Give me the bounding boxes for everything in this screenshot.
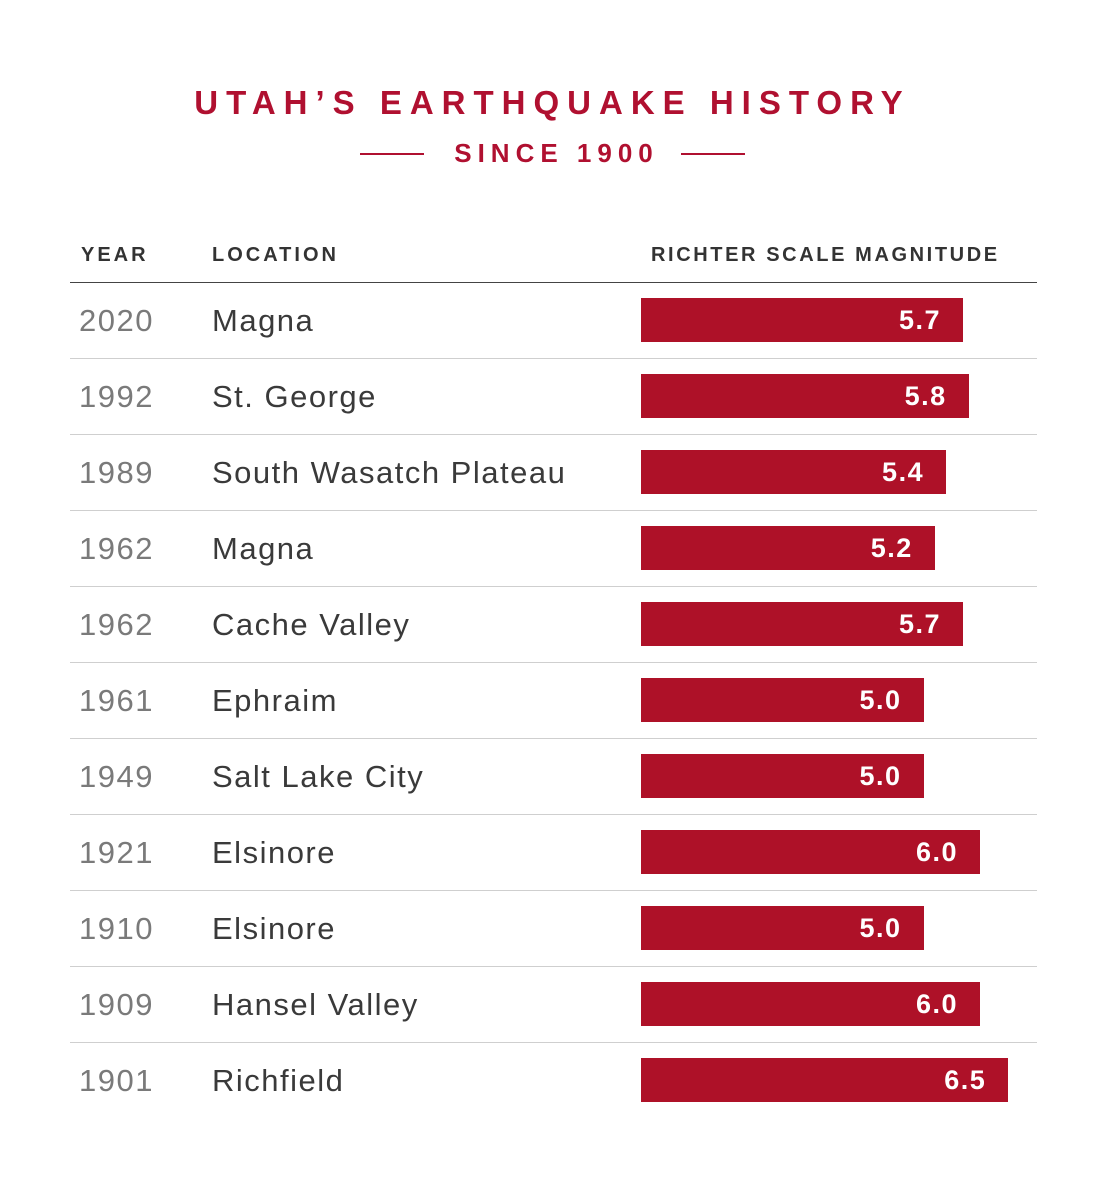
table-row: 1910 Elsinore 5.0: [70, 891, 1037, 967]
chart-title: UTAH’S EARTHQUAKE HISTORY: [194, 84, 911, 121]
magnitude-data-label: 5.0: [859, 761, 902, 791]
magnitude-data-label: 6.0: [915, 837, 958, 867]
magnitude-bar: 5.2: [641, 526, 935, 570]
magnitude-bar: 5.0: [641, 906, 924, 950]
year-cell: 1962: [79, 607, 154, 642]
location-cell: Magna: [212, 531, 315, 566]
year-cell: 1961: [79, 683, 154, 718]
location-cell: St. George: [212, 379, 377, 414]
magnitude-bar: 6.5: [641, 1058, 1009, 1102]
magnitude-bar: 5.7: [641, 602, 964, 646]
magnitude-bar: 5.7: [641, 298, 964, 342]
location-cell: Ephraim: [212, 683, 338, 718]
location-cell: Salt Lake City: [212, 759, 425, 794]
subtitle-rule-left: [360, 152, 425, 155]
year-cell: 1909: [79, 987, 154, 1022]
magnitude-data-label: 5.8: [904, 381, 947, 411]
magnitude-data-label: 5.4: [882, 457, 925, 487]
table-row: 1992 St. George 5.8: [70, 359, 1037, 435]
year-cell: 1989: [79, 455, 154, 490]
location-cell: Cache Valley: [212, 607, 411, 642]
year-cell: 1921: [79, 835, 154, 870]
magnitude-bar: 5.0: [641, 678, 924, 722]
table-row: 1962 Magna 5.2: [70, 511, 1037, 587]
table-row: 1989 South Wasatch Plateau 5.4: [70, 435, 1037, 511]
location-cell: South Wasatch Plateau: [212, 455, 567, 490]
magnitude-bar: 5.8: [641, 374, 969, 418]
magnitude-data-label: 5.7: [899, 305, 942, 335]
table-row: 1961 Ephraim 5.0: [70, 663, 1037, 739]
location-cell: Elsinore: [212, 835, 336, 870]
location-cell: Magna: [212, 303, 315, 338]
year-cell: 1910: [79, 911, 154, 946]
subtitle-row: SINCE 1900: [0, 138, 1105, 169]
magnitude-data-label: 5.0: [859, 913, 902, 943]
year-cell: 1901: [79, 1063, 154, 1098]
magnitude-data-label: 6.5: [944, 1065, 987, 1095]
magnitude-column-header: RICHTER SCALE MAGNITUDE: [651, 244, 1000, 266]
earthquake-rows: 2020 Magna 5.7 1992 St. George 5.8 1989 South W…: [70, 283, 1037, 1119]
table-row: 2020 Magna 5.7: [70, 283, 1037, 359]
magnitude-bar: 6.0: [641, 830, 980, 874]
magnitude-bar: 6.0: [641, 982, 980, 1026]
magnitude-data-label: 5.7: [899, 609, 942, 639]
year-cell: 1962: [79, 531, 154, 566]
chart-subtitle: SINCE 1900: [454, 138, 659, 168]
magnitude-data-label: 6.0: [915, 989, 958, 1019]
location-cell: Hansel Valley: [212, 987, 419, 1022]
magnitude-bar: 5.4: [641, 450, 947, 494]
table-row: 1901 Richfield 6.5: [70, 1043, 1037, 1119]
location-cell: Elsinore: [212, 911, 336, 946]
table-row: 1909 Hansel Valley 6.0: [70, 967, 1037, 1043]
magnitude-data-label: 5.0: [859, 685, 902, 715]
year-column-header: YEAR: [81, 244, 149, 266]
subtitle-rule-right: [680, 152, 745, 155]
magnitude-data-label: 5.2: [870, 533, 913, 563]
magnitude-bar: 5.0: [641, 754, 924, 798]
year-cell: 1949: [79, 759, 154, 794]
location-column-header: LOCATION: [212, 244, 339, 266]
header-divider: [70, 282, 1037, 283]
year-cell: 1992: [79, 379, 154, 414]
table-row: 1921 Elsinore 6.0: [70, 815, 1037, 891]
table-row: 1949 Salt Lake City 5.0: [70, 739, 1037, 815]
location-cell: Richfield: [212, 1063, 345, 1098]
year-cell: 2020: [79, 303, 154, 338]
table-row: 1962 Cache Valley 5.7: [70, 587, 1037, 663]
